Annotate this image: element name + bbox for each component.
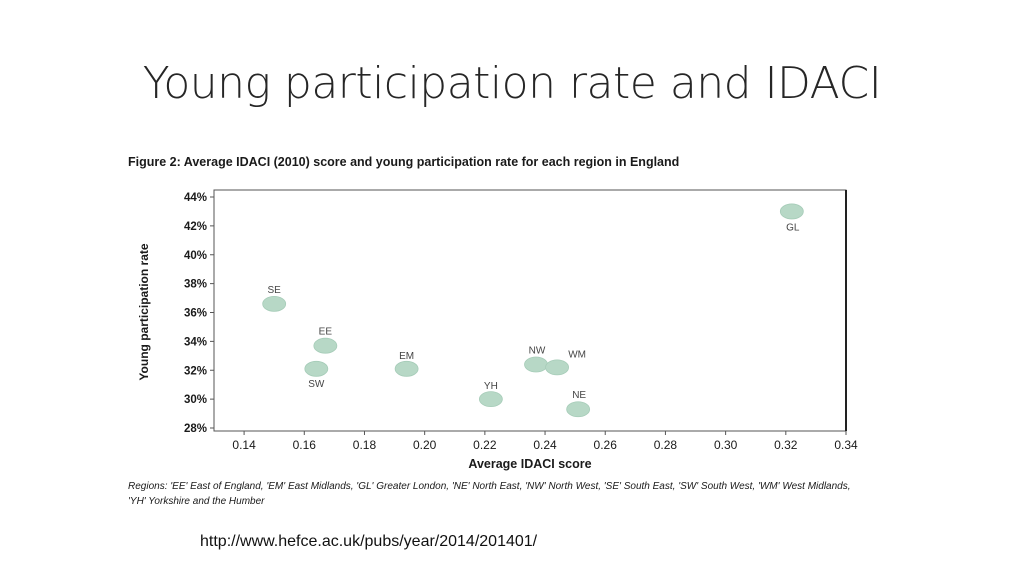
point-label: EE [319,327,333,338]
point-label: GL [786,222,800,233]
x-tick-label: 0.32 [774,438,798,452]
point-sw [304,360,329,377]
y-tick-label: 30% [184,394,207,406]
x-axis-label: Average IDACI score [468,457,591,471]
y-axis-label: Young participation rate [137,243,151,380]
point-se [262,295,287,312]
point-yh [478,391,503,408]
point-ne [566,401,591,418]
y-axis: 28% 30% 32% 34% 36% 38% 40% 42% 44% [184,192,214,435]
x-tick-label: 0.24 [533,438,557,452]
x-axis: 0.14 0.16 0.18 0.20 0.22 0.24 0.26 0.28 0.30 0.32… [232,431,858,452]
point-em [394,360,419,377]
y-tick-label: 34% [184,336,207,348]
x-tick-label: 0.20 [413,438,437,452]
x-tick-label: 0.28 [654,438,678,452]
point-ee [313,337,338,354]
point-label: YH [484,381,498,392]
x-tick-label: 0.16 [293,438,317,452]
y-tick-label: 28% [184,423,207,435]
point-label: SE [268,285,282,296]
data-points: SE EE SW EM YH NW WM NE GL [262,203,804,418]
y-tick-label: 38% [184,279,207,291]
point-wm [545,359,569,376]
point-label: SW [308,379,325,390]
point-label: NW [529,345,546,356]
x-tick-label: 0.18 [353,438,377,452]
x-tick-label: 0.26 [594,438,618,452]
x-tick-label: 0.30 [714,438,738,452]
slide-title: Young participation rate and IDACI [142,58,882,109]
x-tick-label: 0.34 [834,438,858,452]
plot-frame [213,189,847,432]
point-label: NE [572,390,586,401]
figure-title: Figure 2: Average IDACI (2010) score and… [128,155,680,169]
y-tick-label: 36% [184,308,207,320]
y-tick-label: 44% [184,192,207,204]
y-tick-label: 32% [184,365,207,377]
y-tick-label: 42% [184,221,207,233]
point-label: EM [399,351,414,362]
point-gl [779,203,804,220]
point-nw [524,356,548,373]
y-tick-label: 40% [184,250,207,262]
x-tick-label: 0.22 [473,438,497,452]
point-label: WM [568,349,586,360]
source-link[interactable]: http://www.hefce.ac.uk/pubs/year/2014/20… [200,533,538,550]
x-tick-label: 0.14 [232,438,256,452]
figure-caption: Regions: 'EE' East of England, 'EM' East… [128,481,851,507]
